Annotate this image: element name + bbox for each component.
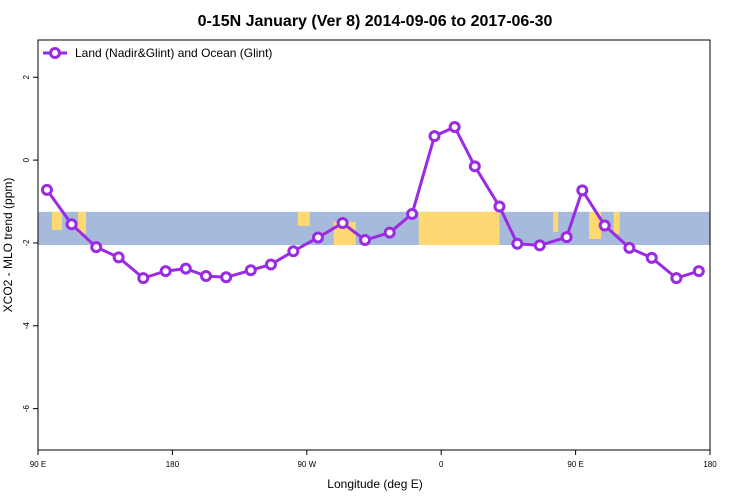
data-point bbox=[576, 184, 589, 197]
data-point bbox=[448, 120, 461, 133]
data-point bbox=[244, 264, 257, 277]
data-point bbox=[112, 251, 125, 264]
data-point bbox=[598, 219, 611, 232]
y-tick-label: 0 bbox=[22, 157, 31, 162]
y-tick-label: -6 bbox=[22, 404, 31, 412]
x-tick-label: 180 bbox=[166, 460, 180, 469]
x-axis-label: Longitude (deg E) bbox=[327, 477, 422, 491]
data-point bbox=[468, 160, 481, 173]
x-tick-label: 180 bbox=[703, 460, 717, 469]
land-mass bbox=[52, 211, 62, 230]
data-point bbox=[493, 200, 506, 213]
land-mass bbox=[613, 211, 620, 234]
land-mass bbox=[553, 211, 559, 232]
data-point bbox=[287, 245, 300, 258]
legend-marker bbox=[49, 47, 61, 59]
land-mass bbox=[297, 211, 310, 226]
data-point bbox=[511, 237, 524, 250]
data-point bbox=[560, 231, 573, 244]
legend: Land (Nadir&Glint) and Ocean (Glint) bbox=[43, 46, 272, 60]
data-point bbox=[406, 207, 419, 220]
data-point bbox=[623, 241, 636, 254]
data-point bbox=[670, 272, 683, 285]
data-point bbox=[312, 231, 324, 244]
series-line bbox=[45, 125, 700, 280]
chart-title: 0-15N January (Ver 8) 2014-09-06 to 2017… bbox=[198, 13, 553, 30]
legend-label: Land (Nadir&Glint) and Ocean (Glint) bbox=[75, 46, 272, 60]
axes: 90 E 180 90 W 0 90 E 180 2 0 -2 -4 -6 bbox=[22, 74, 717, 469]
data-point bbox=[220, 271, 233, 284]
y-tick-label: -4 bbox=[22, 322, 31, 330]
data-point bbox=[359, 234, 372, 247]
data-point bbox=[264, 258, 277, 271]
x-tick-label: 90 E bbox=[30, 460, 46, 469]
data-point bbox=[533, 239, 546, 252]
land-mass bbox=[589, 211, 602, 239]
plot-frame bbox=[37, 39, 711, 451]
data-point bbox=[383, 226, 396, 239]
data-point bbox=[65, 218, 78, 231]
y-tick-label: 2 bbox=[22, 74, 31, 79]
data-point bbox=[179, 262, 192, 275]
data-point bbox=[137, 272, 150, 285]
y-axis-label: XCO2 - MLO trend (ppm) bbox=[1, 178, 15, 313]
data-point bbox=[200, 270, 212, 283]
x-tick-label: 90 W bbox=[297, 460, 316, 469]
data-point bbox=[692, 265, 705, 278]
land-mass bbox=[78, 211, 86, 234]
data-point bbox=[645, 251, 658, 264]
series-layer bbox=[40, 120, 705, 285]
y-tick-label: -2 bbox=[22, 239, 31, 247]
data-point bbox=[90, 241, 103, 254]
data-point bbox=[40, 183, 53, 196]
x-tick-label: 90 E bbox=[567, 460, 583, 469]
land-mass bbox=[418, 211, 500, 245]
data-point bbox=[336, 217, 349, 230]
data-point bbox=[159, 265, 172, 278]
x-tick-label: 0 bbox=[439, 460, 444, 469]
data-point bbox=[428, 130, 441, 143]
